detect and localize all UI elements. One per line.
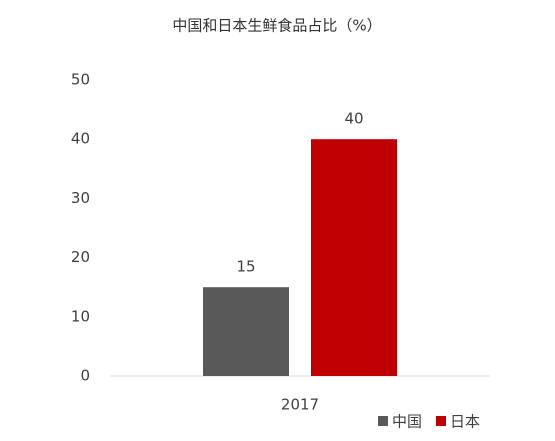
y-tick-label: 20 (71, 248, 90, 266)
y-tick-label: 40 (71, 130, 90, 148)
legend-label: 中国 (392, 413, 422, 431)
bar (311, 139, 397, 376)
y-tick-label: 10 (71, 307, 90, 325)
x-tick-label: 2017 (281, 396, 319, 414)
bar (203, 287, 289, 376)
y-tick-label: 0 (80, 367, 90, 385)
data-label: 40 (344, 110, 363, 128)
y-tick-label: 50 (71, 71, 90, 89)
legend-swatch (436, 416, 447, 426)
legend-swatch (378, 416, 388, 426)
legend-label: 日本 (450, 413, 480, 431)
y-tick-label: 30 (71, 189, 90, 207)
chart-title: 中国和日本生鲜食品占比（%） (172, 17, 381, 35)
data-label: 15 (236, 258, 255, 276)
